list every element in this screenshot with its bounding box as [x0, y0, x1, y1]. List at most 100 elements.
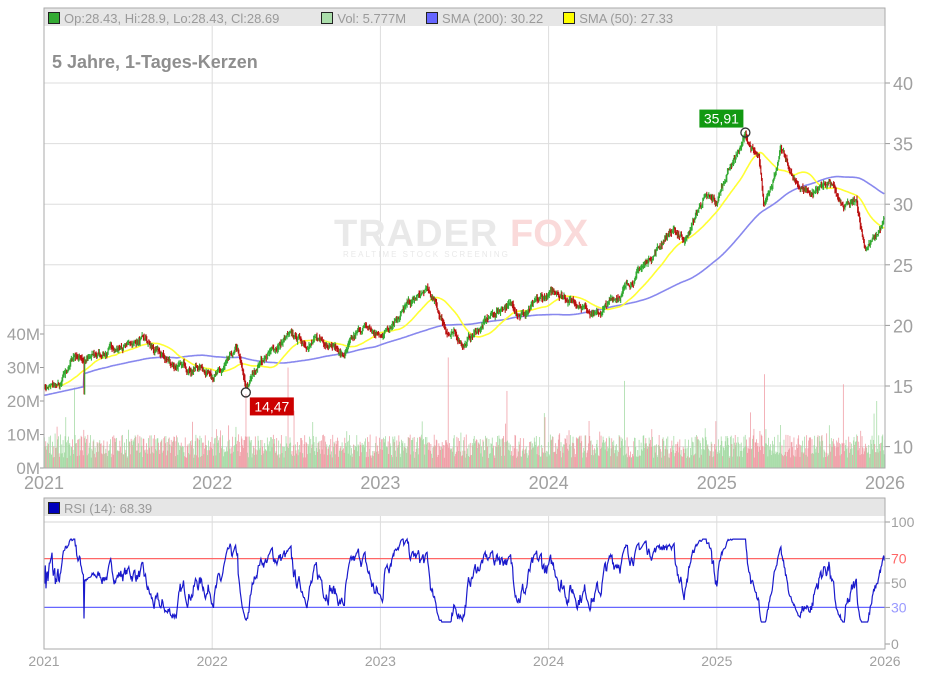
volume-bar	[778, 454, 780, 468]
volume-bar	[554, 451, 556, 468]
volume-bar	[552, 436, 554, 468]
volume-bar	[128, 441, 130, 468]
volume-bar	[821, 434, 823, 468]
volume-bar	[298, 449, 300, 468]
volume-bar	[348, 440, 350, 468]
volume-bar	[592, 449, 594, 468]
volume-bar	[413, 436, 415, 468]
volume-bar	[559, 433, 561, 468]
volume-bar	[612, 445, 614, 468]
volume-bar	[127, 456, 129, 468]
volume-bar	[286, 443, 288, 468]
volume-bar	[324, 436, 326, 468]
volume-bar	[548, 453, 550, 468]
volume-bar	[316, 447, 318, 468]
volume-bar	[762, 454, 764, 468]
volume-bar	[396, 440, 398, 468]
volume-bar	[341, 442, 343, 468]
volume-bar	[575, 454, 577, 468]
volume-bar	[658, 444, 659, 468]
volume-bar	[255, 449, 257, 468]
price-axis-label: 10	[893, 438, 913, 458]
volume-bar	[881, 436, 883, 468]
volume-bar	[796, 447, 798, 468]
volume-bar	[786, 456, 788, 468]
volume-bar	[551, 436, 553, 468]
volume-bar	[228, 425, 230, 468]
volume-bar	[626, 453, 627, 468]
volume-bar	[730, 435, 732, 468]
volume-bar	[783, 439, 785, 468]
volume-bar	[657, 457, 659, 468]
volume-bar	[460, 432, 462, 468]
volume-bar	[300, 437, 302, 468]
volume-bar	[765, 429, 767, 468]
volume-bar	[190, 441, 191, 468]
volume-bar	[194, 441, 196, 468]
volume-bar	[191, 440, 193, 468]
volume-bar	[702, 437, 703, 468]
volume-bar	[361, 443, 363, 468]
volume-bar	[337, 437, 338, 468]
volume-bar	[110, 439, 111, 468]
volume-bar	[234, 437, 236, 468]
volume-bar	[798, 435, 800, 468]
volume-bar	[60, 434, 61, 468]
volume-bar	[470, 455, 472, 468]
year-axis-label: 2026	[865, 473, 905, 493]
volume-bar	[80, 435, 82, 468]
volume-bar	[647, 446, 649, 468]
volume-bar	[474, 443, 476, 468]
volume-bar	[761, 435, 763, 468]
volume-bar	[617, 450, 619, 468]
volume-bar	[238, 434, 240, 468]
volume-bar	[55, 447, 57, 468]
volume-bar	[736, 442, 737, 468]
volume-bar	[230, 447, 232, 468]
volume-bar	[384, 439, 386, 468]
volume-bar	[806, 456, 808, 468]
volume-bar	[483, 441, 484, 468]
volume-bar	[634, 437, 636, 468]
ohlc-swatch-icon	[48, 12, 60, 24]
volume-bar	[262, 453, 264, 468]
volume-bar	[180, 442, 182, 468]
volume-bar	[301, 440, 303, 468]
volume-bar	[858, 448, 860, 468]
volume-bar	[272, 439, 274, 468]
volume-bar	[171, 445, 173, 468]
volume-bar	[594, 449, 596, 468]
volume-bar	[246, 452, 248, 468]
volume-bar	[741, 450, 743, 468]
volume-bar	[727, 438, 729, 468]
volume-bar	[625, 454, 627, 468]
volume-bar	[515, 435, 517, 468]
volume-bar	[138, 443, 139, 468]
volume-bar	[707, 444, 709, 468]
volume-bar	[808, 440, 810, 468]
volume-bar	[692, 442, 694, 468]
volume-bar	[407, 446, 408, 468]
volume-bar	[737, 436, 739, 468]
volume-bar	[362, 445, 364, 468]
volume-bar	[491, 444, 492, 468]
volume-bar	[834, 445, 836, 468]
volume-bar	[251, 457, 253, 468]
price-axis-label: 15	[893, 377, 913, 397]
volume-bar	[134, 435, 136, 468]
volume-bar	[427, 442, 429, 468]
volume-bar	[700, 454, 702, 468]
volume-bar	[111, 453, 113, 468]
volume-bar	[252, 445, 254, 468]
volume-bar	[787, 434, 789, 468]
volume-bar	[383, 437, 384, 468]
volume-bar	[238, 441, 240, 468]
volume-bar	[216, 429, 218, 468]
volume-bar	[243, 440, 245, 468]
volume-bar	[108, 450, 110, 468]
volume-bar	[184, 437, 186, 468]
volume-bar	[858, 441, 860, 468]
volume-bar	[276, 438, 278, 468]
